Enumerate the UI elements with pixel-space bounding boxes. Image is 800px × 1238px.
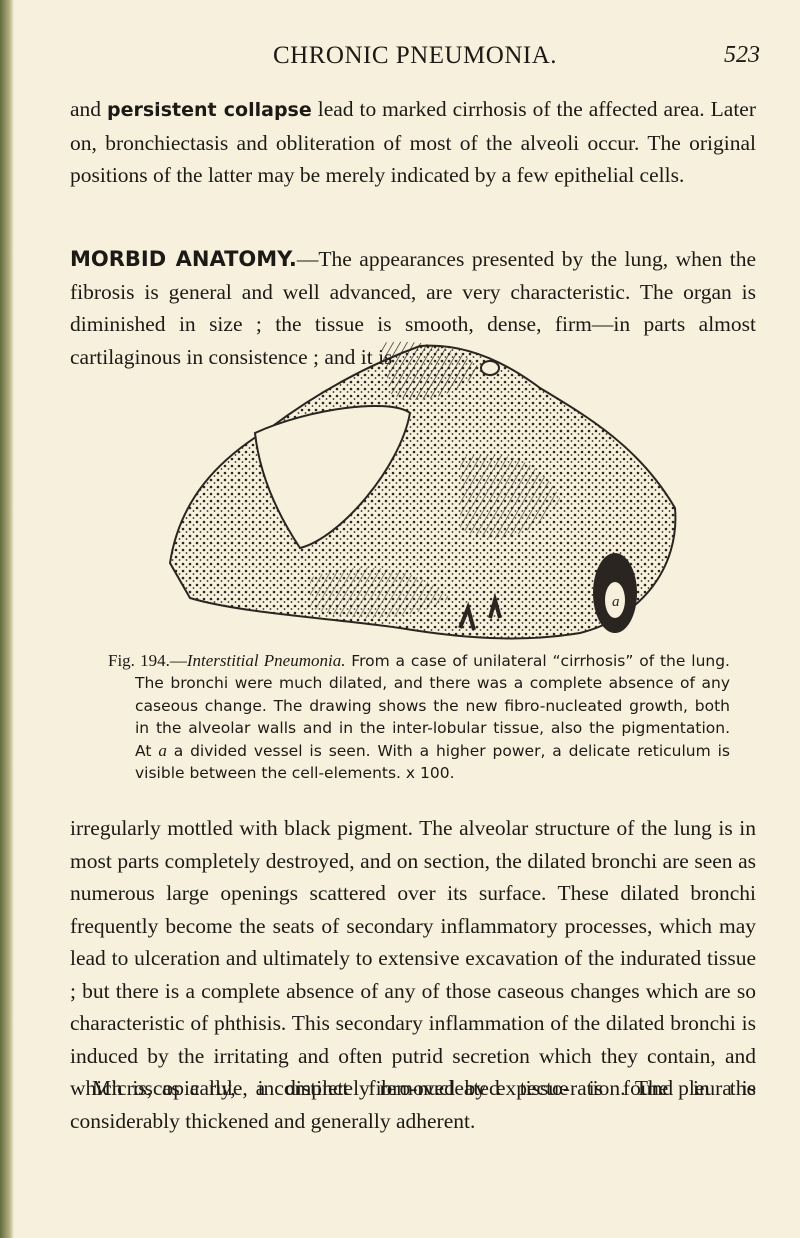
bold-text: persistent collapse xyxy=(107,99,312,121)
figure-number: Fig. 194.— xyxy=(108,651,187,670)
paragraph: and persistent collapse lead to marked c… xyxy=(70,93,756,192)
figure-label: a xyxy=(612,594,620,610)
text: From a case of unilateral “cirrhosis” of… xyxy=(135,652,730,760)
section-heading: MORBID ANATOMY. xyxy=(70,247,297,271)
italic-text: a xyxy=(158,740,167,760)
text: and xyxy=(70,97,108,121)
paragraph: Microscopically, a distinct fibro-nuclea… xyxy=(92,1076,756,1100)
running-header: CHRONIC PNEUMONIA. 523 xyxy=(70,42,760,78)
paragraph: MORBID ANATOMY.—The appearances presente… xyxy=(70,243,756,373)
header-title: CHRONIC PNEUMONIA. xyxy=(272,42,557,69)
text: a divided vessel is seen. With a higher … xyxy=(135,741,730,783)
figure-title: Interstitial Pneumonia. xyxy=(186,651,346,670)
figure-caption: Fig. 194.—Interstitial Pneumonia. From a… xyxy=(108,650,730,784)
page-number: 523 xyxy=(724,42,760,68)
paragraph: irregularly mottled with black pigment. … xyxy=(70,816,756,1133)
figure-illustration: a xyxy=(168,341,677,640)
text: lead to marked cirrhosis of the affected… xyxy=(70,97,757,187)
binding-edge xyxy=(0,0,14,1238)
text: —The appearances presented by the lung, … xyxy=(70,247,756,369)
